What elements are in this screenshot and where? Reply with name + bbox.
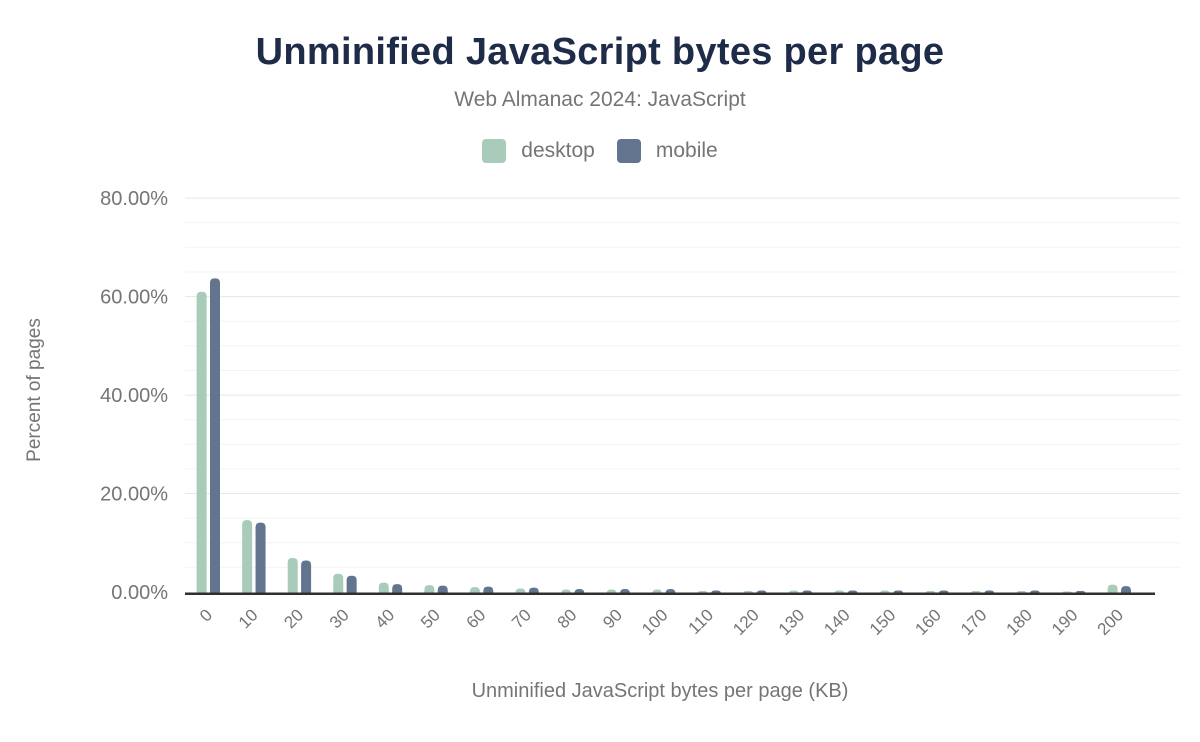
legend-item-mobile[interactable]: mobile <box>616 139 718 163</box>
y-tick-label-3: 60.00% <box>100 287 168 309</box>
x-tick-label-120: 120 <box>729 605 762 638</box>
y-tick-label-1: 20.00% <box>100 484 168 506</box>
x-tick-label-190: 190 <box>1048 605 1081 638</box>
x-tick-label-130: 130 <box>775 605 808 638</box>
x-axis-title: Unminified JavaScript bytes per page (KB… <box>472 680 849 702</box>
x-tick-label-110: 110 <box>685 605 718 638</box>
legend-swatch-desktop-icon <box>482 139 507 163</box>
y-tick-label-2: 40.00% <box>100 385 168 407</box>
bar-desktop-40[interactable] <box>378 582 389 595</box>
bar-mobile-0[interactable] <box>210 278 220 595</box>
x-tick-label-140: 140 <box>820 605 853 638</box>
y-tick-label-4: 80.00% <box>100 188 168 210</box>
chart-title: Unminified JavaScript bytes per page <box>255 31 945 73</box>
x-tick-label-200: 200 <box>1094 605 1127 638</box>
x-tick-label-80: 80 <box>554 605 581 632</box>
x-tick-label-0: 0 <box>196 605 216 625</box>
x-axis-line <box>185 592 1155 595</box>
x-tick-label-20: 20 <box>280 605 307 632</box>
bar-mobile-10[interactable] <box>255 522 266 595</box>
bar-desktop-20[interactable] <box>287 558 298 595</box>
chart-subtitle: Web Almanac 2024: JavaScript <box>454 88 746 111</box>
x-tick-label-180: 180 <box>1003 605 1036 638</box>
bar-desktop-30[interactable] <box>333 573 344 595</box>
bar-desktop-10[interactable] <box>242 520 253 595</box>
x-tick-label-60: 60 <box>463 605 490 632</box>
x-tick-label-160: 160 <box>911 605 944 638</box>
y-axis-title: Percent of pages <box>24 318 45 462</box>
x-tick-label-10: 10 <box>235 605 262 632</box>
x-tick-label-100: 100 <box>638 605 671 638</box>
x-tick-label-40: 40 <box>372 605 399 632</box>
legend: desktop mobile <box>0 139 1200 163</box>
bar-desktop-200[interactable] <box>1107 584 1118 595</box>
bar-mobile-30[interactable] <box>346 575 357 595</box>
y-tick-label-0: 0.00% <box>111 582 168 604</box>
x-tick-label-150: 150 <box>866 605 899 638</box>
x-tick-label-70: 70 <box>508 605 535 632</box>
legend-item-desktop[interactable]: desktop <box>482 139 595 163</box>
x-tick-label-30: 30 <box>326 605 353 632</box>
x-tick-label-170: 170 <box>957 605 990 638</box>
x-tick-label-50: 50 <box>417 605 444 632</box>
bar-desktop-0[interactable] <box>196 291 207 595</box>
legend-swatch-mobile-icon <box>616 139 641 163</box>
bar-mobile-40[interactable] <box>392 584 403 595</box>
legend-label-desktop: desktop <box>521 139 595 162</box>
bar-mobile-20[interactable] <box>301 560 312 595</box>
legend-label-mobile: mobile <box>655 139 718 162</box>
x-tick-label-90: 90 <box>599 605 626 632</box>
